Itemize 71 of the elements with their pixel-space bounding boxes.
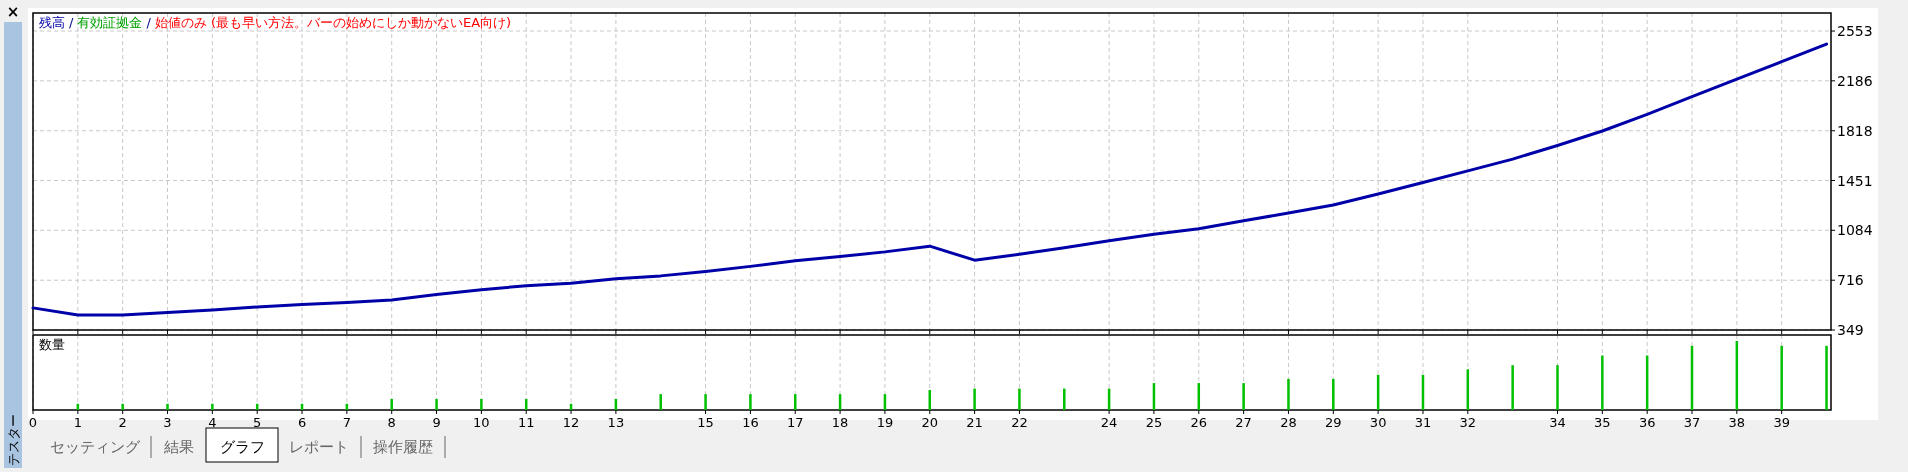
bar	[1063, 388, 1066, 410]
bar	[1332, 378, 1335, 410]
x-tick-label: 18	[831, 415, 849, 430]
x-tick-label: 24	[1100, 415, 1118, 430]
bar	[211, 403, 214, 410]
x-tick-label: 22	[1011, 415, 1028, 430]
chart-subtitle: 始値のみ (最も早い方法。バーの始めにしか動かないEA向け)	[154, 15, 512, 30]
y-tick-label: 1084	[1837, 222, 1873, 239]
x-tick-label: 31	[1414, 415, 1432, 430]
x-tick-label: 34	[1549, 415, 1566, 430]
x-tick-label: 7	[342, 415, 352, 430]
x-tick-label: 10	[473, 415, 490, 430]
x-tick-label: 12	[562, 415, 580, 430]
bar	[1601, 355, 1604, 410]
bar	[121, 403, 124, 410]
bar	[1511, 365, 1514, 410]
x-tick-label: 13	[607, 415, 625, 430]
text: 残高	[39, 15, 65, 30]
bar	[1556, 365, 1559, 410]
x-tick-label: 36	[1638, 415, 1656, 430]
chart-title: 数量	[39, 337, 65, 352]
x-tick-label: 38	[1728, 415, 1746, 430]
x-tick-label: 4	[208, 415, 217, 430]
bar	[704, 394, 707, 410]
x-tick-label: 11	[517, 415, 535, 430]
x-tick-label: 21	[966, 415, 983, 430]
x-tick-label: 5	[253, 415, 262, 430]
annotation: 有効証拠金	[77, 15, 143, 30]
x-tick-label: 35	[1594, 415, 1611, 430]
bar	[480, 398, 483, 410]
bar	[390, 398, 393, 410]
bar	[659, 394, 662, 410]
annotation: /	[146, 15, 152, 30]
x-tick-label: 9	[432, 415, 441, 430]
x-tick-label: 17	[786, 415, 804, 430]
bar	[435, 398, 438, 410]
annotation: /	[69, 15, 74, 30]
y-tick-label: 349	[1837, 322, 1864, 338]
y-tick-label: 716	[1837, 272, 1864, 289]
bar	[749, 394, 752, 410]
x-tick-label: 25	[1145, 415, 1163, 430]
x-tick-label: 39	[1773, 415, 1790, 430]
y-tick-label: 2186	[1837, 72, 1873, 89]
y-tick-label: 1818	[1837, 122, 1873, 139]
x-tick-label: 15	[697, 415, 714, 430]
bar	[1242, 383, 1245, 410]
x-tick-label: 1	[73, 415, 82, 430]
y-tick-label: 2553	[1837, 23, 1873, 40]
x-tick-label: 2	[118, 415, 127, 430]
x-tick-label: 29	[1325, 415, 1342, 430]
x-tick-label: 20	[921, 415, 939, 430]
y-tick-label: 1451	[1837, 172, 1873, 189]
bar	[1780, 345, 1783, 410]
bar	[1287, 378, 1290, 410]
x-tick-label: 16	[742, 415, 759, 430]
x-tick-label: 28	[1280, 415, 1297, 430]
bar	[973, 388, 976, 410]
x-tick-label: 37	[1683, 415, 1701, 430]
bar	[166, 403, 169, 410]
bar	[1825, 345, 1828, 410]
x-tick-label: 30	[1369, 415, 1387, 430]
x-tick-label: 27	[1235, 415, 1252, 430]
bar	[1018, 388, 1021, 410]
x-tick-label: 8	[387, 415, 396, 430]
x-tick-label: 3	[163, 415, 172, 430]
x-tick-label: 26	[1190, 415, 1208, 430]
x-tick-label: 6	[297, 415, 307, 430]
line-series	[31, 42, 1829, 317]
x-tick-label: 0	[28, 415, 38, 430]
x-tick-label: 32	[1459, 415, 1477, 430]
x-tick-label: 19	[876, 415, 894, 430]
